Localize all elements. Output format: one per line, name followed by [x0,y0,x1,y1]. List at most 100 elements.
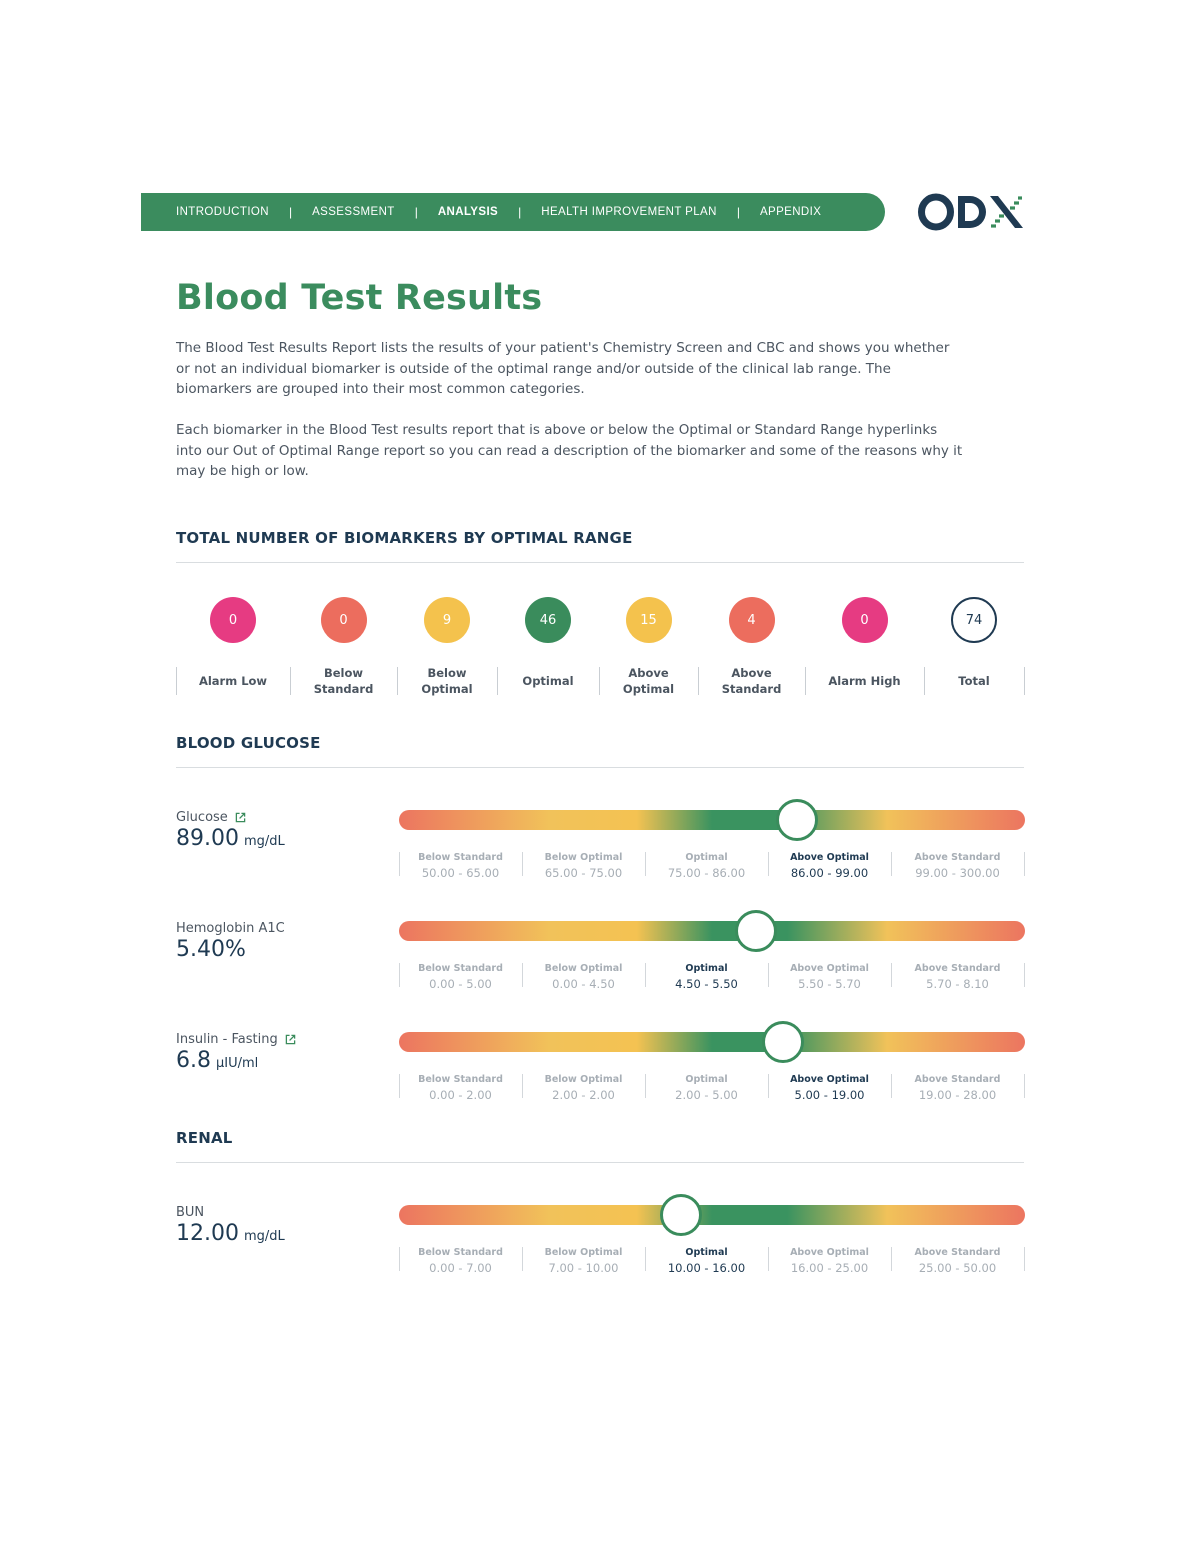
nav-link-assessment[interactable]: ASSESSMENT [312,206,395,218]
count-circle: 46 [525,597,571,643]
result-marker [735,910,778,952]
range-label: Above Standard [914,1074,1001,1085]
range-value: 75.00 - 86.00 [667,866,746,880]
category-label: Below Standard [313,666,374,696]
nav-link-appendix[interactable]: APPENDIX [759,206,822,218]
range-label: Above Standard [914,852,1001,863]
divider [176,767,1024,768]
category-separator [290,667,291,695]
range-value: 25.00 - 50.00 [918,1261,997,1275]
range-label: Below Optimal [544,1074,623,1085]
range-value: 19.00 - 28.00 [918,1088,997,1102]
range-separator [522,963,523,987]
biomarker-name-text: Insulin - Fasting [176,1032,278,1047]
range-separator [768,1074,769,1098]
count-circle: 4 [728,597,775,643]
nav-link-analysis[interactable]: ANALYSIS [437,206,499,218]
range-value: 4.50 - 5.50 [675,977,738,991]
count-circle: 9 [424,597,470,643]
category-separator [599,667,600,695]
range-value: 2.00 - 5.00 [675,1088,738,1102]
category-separator [698,667,699,695]
range-label: Above Optimal [790,852,869,863]
range-separator [768,963,769,987]
range-separator [768,1247,769,1271]
biomarker-name-text: Hemoglobin A1C [176,921,285,936]
nav-separator: | [736,205,740,219]
range-separator [399,1074,400,1098]
range-separator [891,963,892,987]
result-marker [775,799,818,841]
count-circle: 74 [951,597,997,643]
biomarker-unit: µIU/ml [216,1056,259,1071]
summary-heading: TOTAL NUMBER OF BIOMARKERS BY OPTIMAL RA… [176,529,633,547]
count-circle: 0 [320,597,367,643]
range-separator [768,852,769,876]
intro-paragraph: The Blood Test Results Report lists the … [176,340,950,398]
range-label: Above Optimal [790,1247,869,1258]
section-heading-blood-glucose: BLOOD GLUCOSE [176,734,321,752]
range-separator [645,1074,646,1098]
range-value: 5.00 - 19.00 [794,1088,865,1102]
range-value: 0.00 - 2.00 [429,1088,492,1102]
biomarker-name[interactable]: Insulin - Fasting [176,1032,296,1047]
biomarker-number: 6.8 [176,1048,211,1073]
range-separator [1024,1074,1025,1098]
category-label: Alarm Low [198,674,268,688]
range-value: 0.00 - 5.00 [429,977,492,991]
category-label: Total [958,674,990,688]
category-separator [176,667,177,695]
range-label: Below Standard [418,1247,503,1258]
nav-separator: | [414,205,418,219]
range-value: 0.00 - 4.50 [552,977,615,991]
range-label: Optimal [685,852,728,863]
external-link-icon[interactable] [235,812,246,823]
range-value: 50.00 - 65.00 [421,866,500,880]
category-label: Above Optimal [622,666,675,696]
range-value: 5.50 - 5.70 [798,977,861,991]
result-marker [660,1194,703,1236]
range-label: Below Optimal [544,852,623,863]
range-bar [399,810,1025,830]
nav-link-health-improvement-plan[interactable]: HEALTH IMPROVEMENT PLAN [541,206,717,218]
range-separator [399,963,400,987]
range-label: Below Standard [418,963,503,974]
category-separator [805,667,806,695]
range-bar [399,921,1025,941]
range-value: 65.00 - 75.00 [544,866,623,880]
range-separator [1024,963,1025,987]
biomarker-value: 5.40% [176,937,246,962]
biomarker-unit: mg/dL [243,1229,285,1244]
external-link-icon[interactable] [285,1034,296,1045]
biomarker-name-text: BUN [176,1205,205,1220]
count-circle: 0 [841,597,888,643]
range-separator [1024,1247,1025,1271]
range-label: Below Standard [418,852,503,863]
biomarker-name[interactable]: Glucose [176,810,246,825]
range-label: Below Optimal [544,1247,623,1258]
nav-link-introduction[interactable]: INTRODUCTION [176,206,269,218]
category-separator [397,667,398,695]
range-label: Above Optimal [790,963,869,974]
range-label: Above Standard [914,963,1001,974]
intro-paragraph: Each biomarker in the Blood Test results… [176,422,963,480]
divider [176,562,1024,563]
biomarker-unit: mg/dL [243,834,285,849]
top-navigation-bar: INTRODUCTION | ASSESSMENT | ANALYSIS | H… [141,193,885,231]
count-circle: 0 [210,597,256,643]
biomarker-name: Hemoglobin A1C [176,921,285,936]
range-bar [399,1032,1025,1052]
range-value: 5.70 - 8.10 [926,977,989,991]
category-separator [497,667,498,695]
range-separator [645,963,646,987]
section-heading-renal: RENAL [176,1129,233,1147]
divider [176,1162,1024,1163]
category-label: Above Standard [721,666,782,696]
range-separator [1024,852,1025,876]
range-value: 10.00 - 16.00 [667,1261,746,1275]
range-label: Below Standard [418,1074,503,1085]
category-separator [924,667,925,695]
range-label: Below Optimal [544,963,623,974]
range-separator [645,1247,646,1271]
range-separator [891,1247,892,1271]
